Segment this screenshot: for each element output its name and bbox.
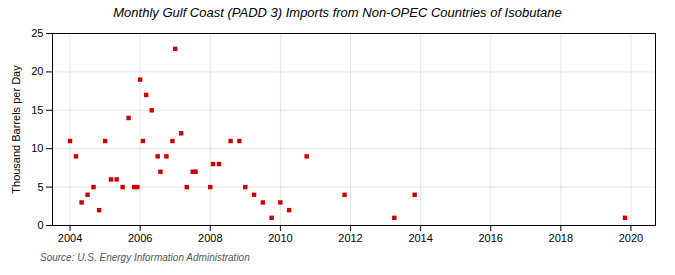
svg-text:5: 5 [37,181,43,193]
svg-text:2006: 2006 [128,232,152,244]
svg-text:2010: 2010 [268,232,292,244]
svg-text:2014: 2014 [408,232,432,244]
svg-text:2020: 2020 [619,232,643,244]
svg-text:25: 25 [31,27,43,39]
html-text:Source: U.S. Energy Informatio: Source: U.S. Energy Information Administ… [40,252,250,263]
svg-text:15: 15 [31,104,43,116]
svg-text:2008: 2008 [198,232,222,244]
svg-text:20: 20 [31,65,43,77]
html-text:Monthly Gulf Coast (PADD 3) Im: Monthly Gulf Coast (PADD 3) Imports from… [113,5,562,20]
svg-text:2004: 2004 [58,232,82,244]
svg-text:2012: 2012 [338,232,362,244]
svg-text:2018: 2018 [549,232,573,244]
svg-text:0: 0 [37,219,43,231]
svg-text:2016: 2016 [478,232,502,244]
svg-text:10: 10 [31,142,43,154]
svg-text:Thousand Barrels per Day: Thousand Barrels per Day [10,65,22,194]
